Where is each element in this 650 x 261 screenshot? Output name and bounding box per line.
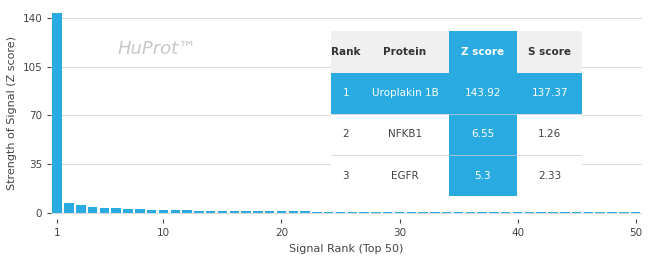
Bar [124,209,133,212]
Bar [99,208,109,212]
Y-axis label: Strength of Signal (Z score): Strength of Signal (Z score) [7,36,17,190]
Text: NFKB1: NFKB1 [388,129,422,139]
Bar [253,211,263,212]
Bar [170,210,180,212]
Bar [135,210,144,212]
Bar [182,210,192,212]
FancyBboxPatch shape [517,31,582,73]
FancyBboxPatch shape [449,155,517,196]
Bar [194,211,203,212]
FancyBboxPatch shape [331,114,361,155]
FancyBboxPatch shape [449,73,517,114]
Text: 1: 1 [343,88,349,98]
Bar [88,207,97,212]
X-axis label: Signal Rank (Top 50): Signal Rank (Top 50) [289,244,404,254]
Bar [277,211,286,212]
FancyBboxPatch shape [517,114,582,155]
Text: 6.55: 6.55 [471,129,495,139]
FancyBboxPatch shape [517,155,582,196]
Text: 5.3: 5.3 [474,170,491,181]
Text: S score: S score [528,47,571,57]
Text: Protein: Protein [384,47,426,57]
Bar [147,210,157,212]
Bar [229,211,239,212]
FancyBboxPatch shape [361,31,449,73]
Bar [53,13,62,212]
Text: Z score: Z score [462,47,504,57]
FancyBboxPatch shape [331,155,361,196]
Text: Uroplakin 1B: Uroplakin 1B [372,88,438,98]
Bar [300,211,310,212]
FancyBboxPatch shape [449,31,517,73]
Text: 3: 3 [343,170,349,181]
FancyBboxPatch shape [517,73,582,114]
Text: 143.92: 143.92 [465,88,501,98]
Text: HuProt™: HuProt™ [118,40,197,58]
Bar [218,211,227,212]
FancyBboxPatch shape [449,114,517,155]
Text: 1.26: 1.26 [538,129,562,139]
Bar [289,211,298,212]
Bar [159,210,168,212]
FancyBboxPatch shape [361,155,449,196]
Bar [64,203,73,212]
FancyBboxPatch shape [361,73,449,114]
Text: 137.37: 137.37 [532,88,568,98]
Bar [112,208,121,212]
FancyBboxPatch shape [331,73,361,114]
FancyBboxPatch shape [361,114,449,155]
Text: 2: 2 [343,129,349,139]
Bar [206,211,215,212]
Bar [76,205,86,212]
Bar [265,211,274,212]
FancyBboxPatch shape [331,31,361,73]
Bar [241,211,251,212]
Text: EGFR: EGFR [391,170,419,181]
Text: Rank: Rank [331,47,361,57]
Text: 2.33: 2.33 [538,170,562,181]
